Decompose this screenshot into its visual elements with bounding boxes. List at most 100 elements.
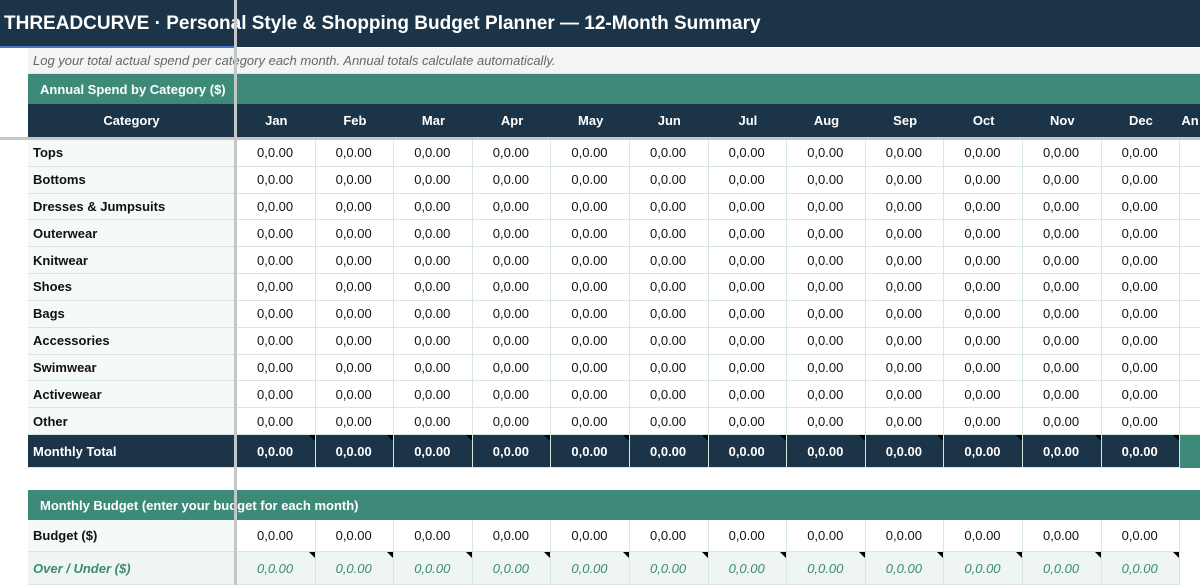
- category-value[interactable]: 0,0.00: [1101, 140, 1181, 167]
- category-value[interactable]: 0,0.00: [708, 381, 788, 409]
- category-value[interactable]: 0,0.00: [1023, 193, 1102, 221]
- category-value[interactable]: 0,0.00: [394, 247, 473, 275]
- category-value[interactable]: 0,0.00: [944, 381, 1023, 409]
- budget-value[interactable]: 0,0.00: [394, 520, 473, 552]
- category-value[interactable]: 0,0.00: [1101, 274, 1181, 301]
- category-value[interactable]: 0,0.00: [708, 300, 788, 328]
- total-value[interactable]: 0,0.00: [944, 435, 1023, 468]
- category-value[interactable]: 0,0.00: [787, 381, 866, 409]
- category-value[interactable]: 0,0.00: [394, 220, 473, 248]
- category-value[interactable]: 0,0.00: [787, 274, 866, 301]
- category-value[interactable]: 0,0.00: [708, 408, 788, 435]
- category-value[interactable]: 0,0.00: [630, 247, 709, 275]
- category-value[interactable]: 0,0.00: [1023, 140, 1102, 167]
- budget-value[interactable]: 0,0.00: [630, 520, 709, 552]
- over-under-value[interactable]: 0,0.00: [237, 552, 316, 585]
- category-value[interactable]: 0,0.00: [1023, 381, 1102, 409]
- category-value[interactable]: 0,0.00: [1101, 381, 1181, 409]
- total-value[interactable]: 0,0.00: [1101, 435, 1181, 468]
- category-value[interactable]: 0,0.00: [787, 354, 866, 382]
- annual-cell[interactable]: [1180, 381, 1200, 409]
- annual-cell[interactable]: [1180, 220, 1200, 248]
- category-value[interactable]: 0,0.00: [551, 193, 630, 221]
- annual-cell[interactable]: [1180, 408, 1200, 435]
- category-value[interactable]: 0,0.00: [865, 193, 945, 221]
- annual-cell[interactable]: [1180, 301, 1200, 328]
- category-value[interactable]: 0,0.00: [394, 408, 473, 435]
- over-under-value[interactable]: 0,0.00: [315, 552, 395, 585]
- category-value[interactable]: 0,0.00: [237, 300, 316, 328]
- category-value[interactable]: 0,0.00: [630, 327, 709, 355]
- category-value[interactable]: 0,0.00: [944, 247, 1023, 275]
- category-value[interactable]: 0,0.00: [708, 354, 788, 382]
- category-value[interactable]: 0,0.00: [630, 408, 709, 435]
- budget-value[interactable]: 0,0.00: [944, 520, 1023, 552]
- category-value[interactable]: 0,0.00: [551, 166, 630, 194]
- category-value[interactable]: 0,0.00: [708, 193, 788, 221]
- budget-value[interactable]: 0,0.00: [1101, 520, 1181, 552]
- budget-value[interactable]: 0,0.00: [472, 520, 552, 552]
- over-under-value[interactable]: 0,0.00: [394, 552, 473, 585]
- total-value[interactable]: 0,0.00: [630, 435, 709, 468]
- category-value[interactable]: 0,0.00: [551, 354, 630, 382]
- category-value[interactable]: 0,0.00: [630, 193, 709, 221]
- category-value[interactable]: 0,0.00: [237, 408, 316, 435]
- total-value[interactable]: 0,0.00: [237, 435, 316, 468]
- category-value[interactable]: 0,0.00: [472, 166, 552, 194]
- category-value[interactable]: 0,0.00: [237, 327, 316, 355]
- category-value[interactable]: 0,0.00: [1023, 408, 1102, 435]
- over-under-value[interactable]: 0,0.00: [708, 552, 788, 585]
- category-value[interactable]: 0,0.00: [315, 166, 395, 194]
- budget-value[interactable]: 0,0.00: [865, 520, 945, 552]
- over-under-value[interactable]: 0,0.00: [787, 552, 866, 585]
- category-value[interactable]: 0,0.00: [1101, 247, 1181, 275]
- category-value[interactable]: 0,0.00: [472, 381, 552, 409]
- category-value[interactable]: 0,0.00: [944, 408, 1023, 435]
- category-value[interactable]: 0,0.00: [787, 247, 866, 275]
- category-value[interactable]: 0,0.00: [865, 274, 945, 301]
- category-value[interactable]: 0,0.00: [237, 193, 316, 221]
- category-value[interactable]: 0,0.00: [708, 220, 788, 248]
- category-value[interactable]: 0,0.00: [394, 274, 473, 301]
- category-value[interactable]: 0,0.00: [237, 354, 316, 382]
- category-value[interactable]: 0,0.00: [394, 193, 473, 221]
- annual-cell[interactable]: [1180, 274, 1200, 301]
- category-value[interactable]: 0,0.00: [708, 166, 788, 194]
- category-value[interactable]: 0,0.00: [472, 274, 552, 301]
- category-value[interactable]: 0,0.00: [630, 354, 709, 382]
- total-value[interactable]: 0,0.00: [1023, 435, 1102, 468]
- category-value[interactable]: 0,0.00: [394, 354, 473, 382]
- category-value[interactable]: 0,0.00: [708, 247, 788, 275]
- category-value[interactable]: 0,0.00: [1023, 274, 1102, 301]
- total-value[interactable]: 0,0.00: [787, 435, 866, 468]
- category-value[interactable]: 0,0.00: [1101, 220, 1181, 248]
- category-value[interactable]: 0,0.00: [472, 140, 552, 167]
- over-under-value[interactable]: 0,0.00: [551, 552, 630, 585]
- total-value[interactable]: 0,0.00: [551, 435, 630, 468]
- category-value[interactable]: 0,0.00: [1101, 166, 1181, 194]
- category-value[interactable]: 0,0.00: [865, 381, 945, 409]
- over-under-value[interactable]: 0,0.00: [1023, 552, 1102, 585]
- category-value[interactable]: 0,0.00: [394, 166, 473, 194]
- category-value[interactable]: 0,0.00: [551, 274, 630, 301]
- category-value[interactable]: 0,0.00: [315, 381, 395, 409]
- category-value[interactable]: 0,0.00: [787, 140, 866, 167]
- budget-value[interactable]: 0,0.00: [315, 520, 395, 552]
- category-value[interactable]: 0,0.00: [787, 300, 866, 328]
- category-value[interactable]: 0,0.00: [551, 220, 630, 248]
- category-value[interactable]: 0,0.00: [551, 300, 630, 328]
- category-value[interactable]: 0,0.00: [865, 300, 945, 328]
- category-value[interactable]: 0,0.00: [472, 300, 552, 328]
- annual-cell[interactable]: [1180, 167, 1200, 194]
- annual-cell[interactable]: [1180, 140, 1200, 167]
- total-value[interactable]: 0,0.00: [865, 435, 945, 468]
- budget-value[interactable]: 0,0.00: [237, 520, 316, 552]
- category-value[interactable]: 0,0.00: [237, 381, 316, 409]
- category-value[interactable]: 0,0.00: [630, 300, 709, 328]
- category-value[interactable]: 0,0.00: [237, 247, 316, 275]
- category-value[interactable]: 0,0.00: [472, 408, 552, 435]
- category-value[interactable]: 0,0.00: [865, 327, 945, 355]
- category-value[interactable]: 0,0.00: [944, 300, 1023, 328]
- category-value[interactable]: 0,0.00: [944, 354, 1023, 382]
- annual-cell[interactable]: [1180, 328, 1200, 355]
